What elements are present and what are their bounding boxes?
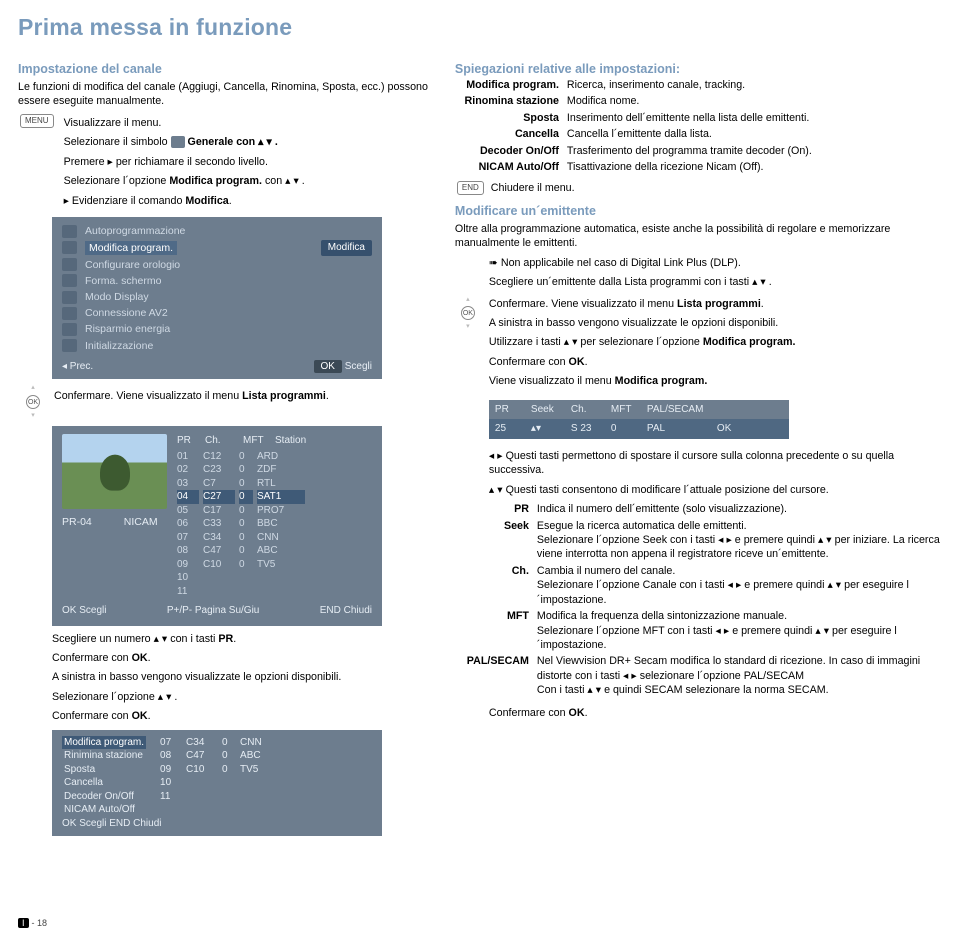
page-title: Prima messa in funzione	[18, 12, 942, 43]
line2: Selezionare il simbolo Generale con ▴ ▾ …	[64, 135, 433, 149]
left-column: Impostazione del canale Le funzioni di m…	[18, 57, 433, 842]
left-subhead: Impostazione del canale	[18, 61, 433, 78]
intro-text: Le funzioni di modifica del canale (Aggi…	[18, 80, 433, 109]
dlp-note: ➠ Non applicabile nel caso di Digital Li…	[489, 256, 942, 270]
menu-foot-prev: ◂ Prec.	[62, 360, 93, 374]
settings-menu-panel: Autoprogrammazione Modifica program. Mod…	[52, 217, 382, 379]
preview-thumbnail	[62, 434, 167, 509]
pr-seek-panel: PRSeek Ch.MFT PAL/SECAM 25▴▾ S 230 PALOK	[489, 400, 789, 439]
line3: Premere ▸ per richiamare il secondo live…	[64, 155, 433, 169]
ok-icon: OK	[26, 395, 40, 409]
modify-options-panel: Modifica program. Rinimina stazione Spos…	[52, 730, 382, 837]
menu-key: MENU	[20, 114, 54, 128]
page-number: I- 18	[18, 917, 47, 929]
settings-definitions: Modifica program.Ricerca, inserimento ca…	[461, 78, 942, 175]
line5: ▸ Evidenziare il comando Modifica.	[64, 194, 433, 208]
line1: Visualizzare il menu.	[64, 116, 433, 130]
program-table: 01C120ARD 02C230ZDF 03C70RTL 04C270SAT1 …	[177, 450, 306, 599]
right-subhead2: Modificare un´emittente	[455, 203, 942, 220]
line4: Selezionare l´opzione Modifica program. …	[64, 174, 433, 188]
ok-icon-right: OK	[461, 306, 475, 320]
right-column: Spiegazioni relative alle impostazioni: …	[455, 57, 942, 842]
right-subhead1: Spiegazioni relative alle impostazioni:	[455, 61, 942, 78]
end-key: END	[457, 181, 484, 195]
step-choose-number: Scegliere un numero ▴ ▾ con i tasti PR.	[52, 632, 433, 646]
program-list-panel: PR-04NICAM PR Ch. MFT Station 01C120ARD …	[52, 426, 382, 626]
menu-icon	[62, 225, 77, 238]
confirm-text: Confermare. Viene visualizzato il menu L…	[54, 389, 329, 403]
tuning-definitions: PRIndica il numero dell´emittente (solo …	[459, 502, 942, 698]
modifica-badge: Modifica	[321, 240, 372, 256]
